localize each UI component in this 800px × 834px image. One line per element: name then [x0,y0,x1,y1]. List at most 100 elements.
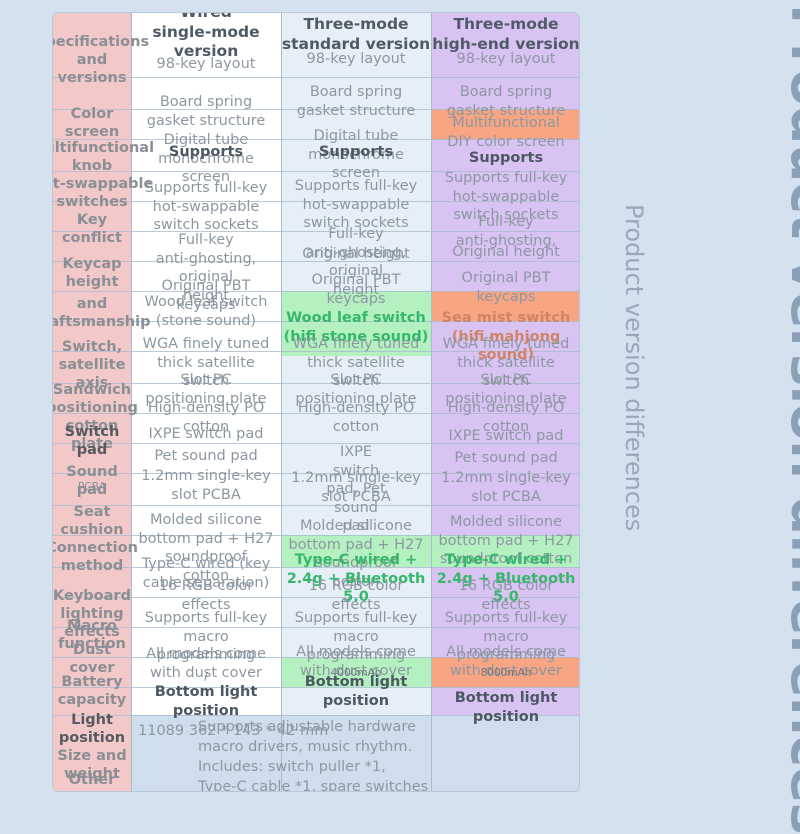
cell-high-end: Full-key anti-ghosting, [431,213,579,250]
row-divider [53,627,579,628]
text-line: switch [482,373,530,389]
text-line: monochrome [308,146,404,163]
cell-wired: Slot PC positioning plate [131,371,281,408]
row-divider [53,687,579,688]
cell-wired: Bottom light position [131,683,281,720]
text-line: Type-C wired (key [141,556,271,572]
cell-wired: 1.2mm single-key slot PCBA [131,467,281,504]
text-line: 16 RGB color [158,578,254,594]
text-line: 5.0 [343,589,369,605]
cell-high-end: Board spring gasket structure [431,83,579,120]
text-line: switch sockets [303,215,409,231]
text-line: PCBA [77,481,107,493]
text-line: Board spring [159,94,253,110]
text-line: and [76,296,108,312]
cell-wired: Original PBT keycaps [131,277,281,314]
cell-wired: All models come with dust cover [131,645,281,682]
text-line: Slot PC [180,372,232,388]
text-line: hot-swappable [302,196,410,213]
highlight-high-end-switch [431,291,579,321]
cell-standard: 4000mAh [281,667,431,680]
text-line: / [204,671,208,683]
highlight-high-end-connection [431,535,579,567]
text-line: position [322,692,390,709]
text-line: monochrome [158,150,254,167]
cell-wired: Supports full-key macro programming [131,609,281,665]
text-line: All models come [446,644,566,660]
row-divider [53,597,579,598]
row-divider [53,657,579,658]
row-divider [53,291,579,292]
row-divider [53,383,579,384]
text-line: Three-mode [453,15,559,33]
text-line: programming [156,647,256,663]
text-line: (stone sound) [155,312,257,329]
text-line: (hifi stone sound) [283,328,429,345]
row-label: Sandwich positioning cotton plate [52,381,157,453]
text-line: bottom pad + H27 [138,530,274,547]
text-line: 98-key layout [156,56,256,72]
text-line: cotton [182,567,230,584]
text-line: High-density PO [147,400,265,416]
text-line: effects [181,596,231,613]
text-line: plate [71,436,113,452]
cell-wired: WGA finely tuned thick satellite switch [131,335,281,391]
text-line: method [60,558,124,574]
text-line: high-end version [432,34,580,53]
cell-standard: Full-key anti-ghosting, original height [281,225,431,299]
text-line: Three-mode [303,15,409,33]
text-line: IXPE [339,444,373,460]
text-line: slot PCBA [321,488,391,505]
cell-high-end: Slot PC positioning plate [431,371,579,408]
column-divider [431,13,432,791]
text-line: Multifunctional [452,115,560,131]
cell-high-end: All models come with dust cover [431,643,579,680]
text-line: anti-ghosting, [455,232,557,249]
text-line: DIY color screen [447,133,565,150]
text-line: switch [332,462,380,479]
row-label: Keycap height [53,255,157,291]
text-line: switch [182,373,230,389]
text-line: 5.0 [493,589,519,605]
text-line: satellite [58,357,126,373]
text-line: Switch, [61,339,123,355]
highlight-multifunctional-screen [431,109,579,139]
text-line: All models come [296,644,416,660]
text-line: 1.2mm single-key [441,470,571,486]
text-line: Board spring [309,84,403,100]
row-divider [53,109,579,110]
text-line: conflict [61,230,123,246]
text-line: cotton [332,418,380,435]
text-line: cover [69,660,115,676]
row-label: Connection method [53,539,157,575]
text-line: Switch [64,424,120,440]
text-line: position [58,730,126,746]
text-line: Pet sound pad [454,450,558,466]
text-line: with dust cover [300,662,412,679]
text-line: Supports full-key [144,180,268,196]
text-line: height [65,274,119,290]
text-line: switch [332,373,380,389]
cell-high-end: Supports full-key macro programming [431,609,579,665]
text-line: Sandwich [52,382,132,398]
cell-wired: 16 RGB color effects [131,577,281,614]
row-label: Specifications and versions [53,33,157,87]
row-divider [53,413,579,414]
text-line: programming [456,647,556,663]
text-line: All models come [146,646,266,662]
text-line: soundproof [315,555,397,571]
text-line: Wired [180,12,232,21]
text-line: Other [68,772,116,788]
cell-standard: WGA finely tuned thick satellite switch [281,335,431,391]
text-line: original [328,263,384,279]
text-line: cable separation) [142,574,270,591]
row-divider [53,231,579,232]
size-weight-value: 11089 362 * 143 * 42 mm [138,723,329,739]
text-line: 2.4g + Bluetooth [286,570,426,587]
text-line: Keyboard [53,588,131,604]
text-line: Original PBT [161,278,251,294]
text-line: Key [76,212,108,228]
cell-standard: All models come with dust cover [281,643,431,680]
text-line: Type-C wired + [444,552,568,568]
text-line: Slot PC [480,372,532,388]
